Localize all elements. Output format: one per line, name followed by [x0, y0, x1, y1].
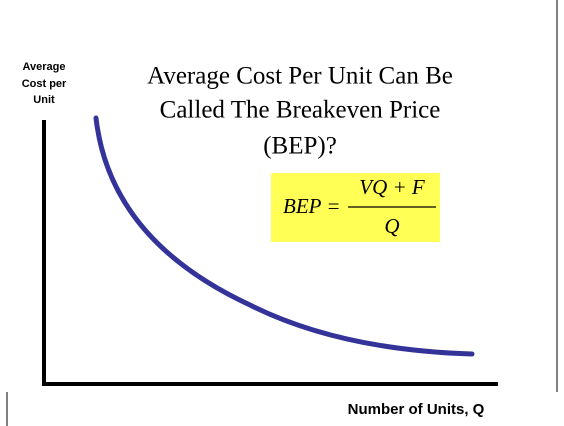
title-line: Average Cost Per Unit Can Be [147, 63, 453, 90]
formula-denominator: Q [384, 214, 399, 238]
y-axis-label: Unit [33, 94, 55, 106]
formula-numerator: VQ + F [359, 175, 425, 199]
y-axis-label: Average [22, 61, 65, 73]
title-line: (BEP)? [263, 133, 337, 160]
y-axis-label: Cost per [22, 78, 67, 90]
cost-curve [93, 115, 475, 357]
x-axis-label: Number of Units, Q [348, 401, 485, 418]
formula-lhs: BEP = [283, 194, 341, 218]
title-line: Called The Breakeven Price [160, 97, 441, 124]
